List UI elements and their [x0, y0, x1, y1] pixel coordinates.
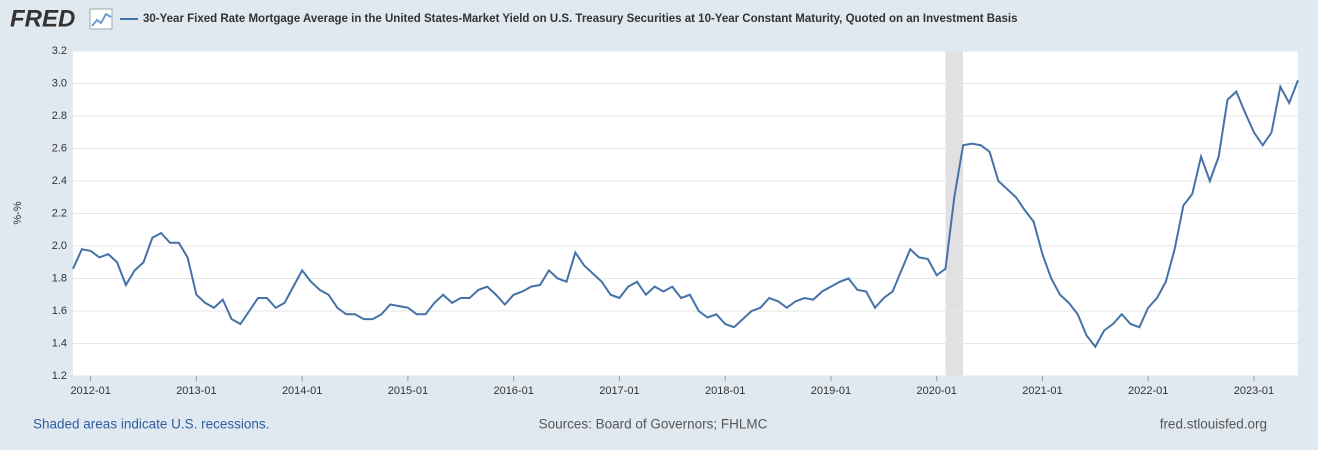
- x-tick-label: 2022-01: [1128, 385, 1168, 397]
- recession-note: Shaded areas indicate U.S. recessions.: [33, 417, 269, 432]
- x-tick-label: 2012-01: [70, 385, 110, 397]
- x-tick-label: 2021-01: [1022, 385, 1062, 397]
- legend-label: 30-Year Fixed Rate Mortgage Average in t…: [143, 13, 1017, 25]
- x-tick-label: 2017-01: [599, 385, 639, 397]
- x-tick-label: 2013-01: [176, 385, 216, 397]
- x-tick-label: 2016-01: [493, 385, 533, 397]
- logo: FRED: [10, 5, 75, 32]
- y-tick-label: 1.6: [52, 305, 67, 317]
- logo-icon: [89, 8, 113, 30]
- x-tick-label: 2015-01: [388, 385, 428, 397]
- y-axis-title: %-%: [12, 201, 24, 224]
- x-tick-label: 2023-01: [1234, 385, 1274, 397]
- site: fred.stlouisfed.org: [1160, 417, 1267, 432]
- y-tick-label: 3.2: [52, 45, 67, 57]
- y-tick-label: 3.0: [52, 77, 67, 89]
- y-tick-label: 2.6: [52, 142, 67, 154]
- y-tick-label: 2.4: [52, 175, 67, 187]
- x-tick-label: 2018-01: [705, 385, 745, 397]
- y-tick-label: 2.2: [52, 207, 67, 219]
- y-tick-label: 1.4: [52, 337, 67, 349]
- y-tick-label: 2.0: [52, 240, 67, 252]
- y-tick-label: 2.8: [52, 110, 67, 122]
- x-tick-label: 2014-01: [282, 385, 322, 397]
- x-tick-label: 2020-01: [916, 385, 956, 397]
- x-tick-label: 2019-01: [811, 385, 851, 397]
- y-tick-label: 1.2: [52, 370, 67, 382]
- y-tick-label: 1.8: [52, 272, 67, 284]
- sources: Sources: Board of Governors; FHLMC: [539, 417, 768, 432]
- series-line: [72, 79, 1299, 349]
